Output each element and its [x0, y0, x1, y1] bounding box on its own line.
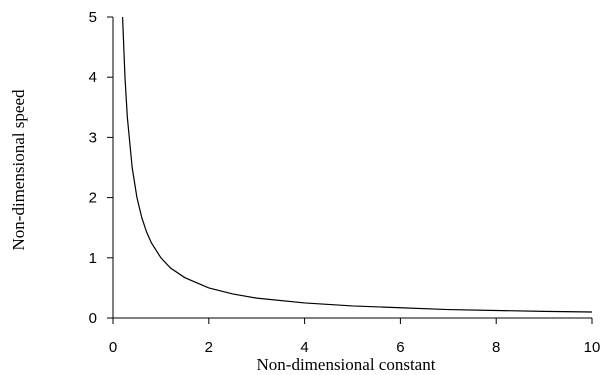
- x-tick-label: 2: [205, 339, 213, 356]
- x-axis-ticks: 0 2 4 6 8 10: [109, 318, 601, 356]
- y-axis-ticks: 0 1 2 3 4 5: [89, 9, 113, 327]
- y-tick-label: 4: [89, 69, 97, 86]
- plot-area: 0 2 4 6 8 10 0 1 2 3 4 5: [89, 9, 601, 356]
- y-tick-label: 5: [89, 9, 97, 26]
- y-tick-label: 3: [89, 129, 97, 146]
- x-axis-title: Non-dimensional constant: [257, 355, 436, 374]
- y-tick-label: 0: [89, 310, 97, 327]
- y-tick-label: 2: [89, 190, 97, 207]
- y-axis-title: Non-dimensional speed: [9, 89, 28, 250]
- x-tick-label: 10: [584, 339, 601, 356]
- x-tick-label: 4: [300, 339, 308, 356]
- x-tick-label: 6: [396, 339, 404, 356]
- x-tick-label: 8: [492, 339, 500, 356]
- y-tick-label: 1: [89, 250, 97, 267]
- series-line: [121, 16, 593, 313]
- x-tick-label: 0: [109, 339, 117, 356]
